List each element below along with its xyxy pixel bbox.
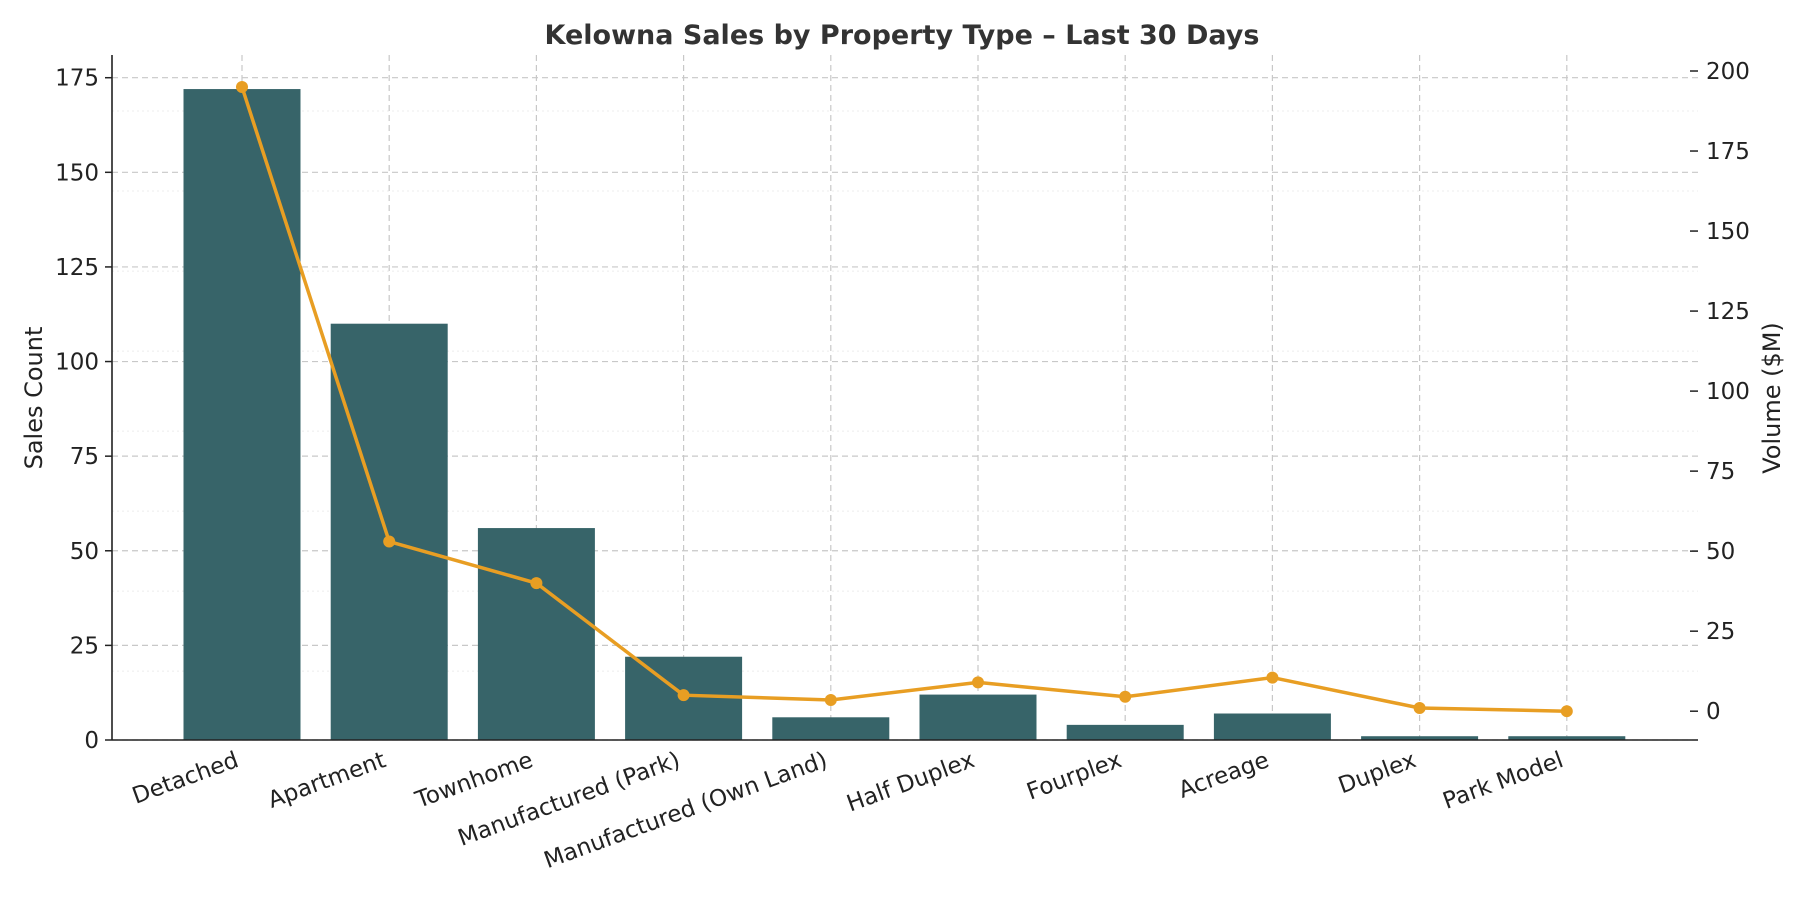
y2-tick-label: 25 <box>1706 619 1735 645</box>
bar-2 <box>477 528 595 740</box>
volume-point-9 <box>1560 705 1573 718</box>
y-tick-label: 150 <box>55 160 99 186</box>
x-tick-label: Duplex <box>1335 747 1420 799</box>
x-tick-label: Detached <box>129 747 242 809</box>
y-tick-label: 125 <box>55 255 99 281</box>
y2-tick-label: 200 <box>1706 59 1750 85</box>
y2-tick-label: 125 <box>1706 299 1750 325</box>
bar-7 <box>1213 713 1331 740</box>
y-tick-label: 75 <box>70 444 99 470</box>
y2-tick-label: 75 <box>1706 459 1735 485</box>
y2-tick-label: 50 <box>1706 539 1735 565</box>
x-tick-label: Acreage <box>1175 747 1272 804</box>
x-tick-label: Park Model <box>1439 747 1566 815</box>
bar-8 <box>1361 736 1479 740</box>
volume-point-1 <box>383 535 396 548</box>
volume-point-5 <box>972 676 984 689</box>
y-axis-title: Sales Count <box>20 327 48 470</box>
volume-point-3 <box>677 689 690 702</box>
volume-point-8 <box>1413 701 1426 714</box>
volume-line-series <box>236 81 1573 718</box>
y2-tick-label: 100 <box>1706 379 1750 405</box>
y2-tick-label: 175 <box>1706 139 1750 165</box>
y-tick-label: 0 <box>84 728 99 754</box>
bar-0 <box>183 89 301 740</box>
volume-point-6 <box>1119 690 1132 703</box>
bar-4 <box>772 717 890 740</box>
x-tick-label: Manufactured (Own Land) <box>541 747 831 874</box>
y-tick-label: 100 <box>55 350 99 376</box>
bar-5 <box>919 694 1037 740</box>
bar-1 <box>330 323 448 740</box>
x-tick-label: Half Duplex <box>843 747 978 817</box>
bars-series <box>183 89 1626 740</box>
y-tick-label: 50 <box>70 539 99 565</box>
y-tick-label: 25 <box>70 633 99 659</box>
y2-axis-title: Volume ($M) <box>1758 322 1786 474</box>
axes: 0 25 50 75 100 125 150 175 0 25 50 75 100 125 150 175 20… <box>55 55 1750 874</box>
x-tick-label: Fourplex <box>1023 747 1125 805</box>
bar-9 <box>1508 736 1626 740</box>
y2-tick-label: 150 <box>1706 219 1750 245</box>
chart-title: Kelowna Sales by Property Type – Last 30… <box>545 20 1260 51</box>
x-tick-label: Apartment <box>265 747 390 814</box>
volume-point-2 <box>530 577 543 590</box>
volume-point-0 <box>236 81 248 94</box>
y2-tick-label: 0 <box>1706 699 1721 725</box>
volume-line <box>240 86 1567 713</box>
bar-6 <box>1066 724 1184 740</box>
y-tick-label: 175 <box>55 66 99 92</box>
volume-point-7 <box>1266 671 1279 684</box>
volume-point-4 <box>824 693 837 706</box>
